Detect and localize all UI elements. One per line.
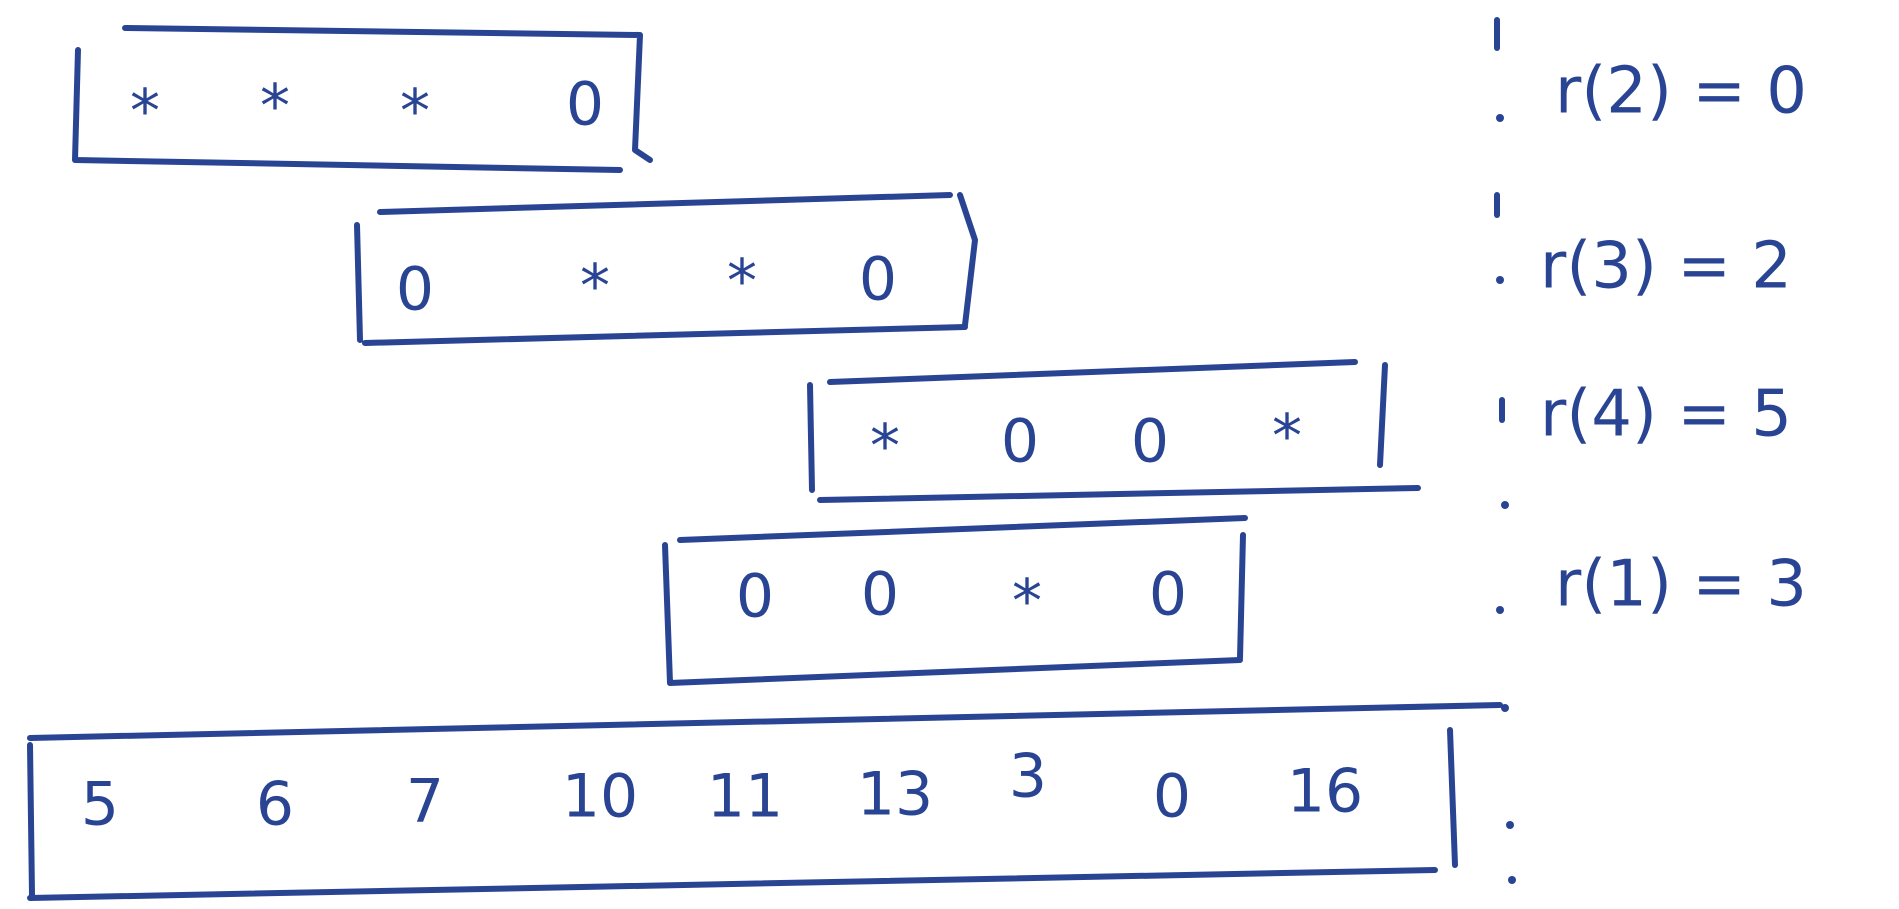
row-2-cell-1: 0 bbox=[396, 255, 434, 325]
row-2-cell-2: * bbox=[580, 252, 610, 322]
bottom-array-cell-1: 5 bbox=[81, 770, 119, 840]
row-4-label: r(1) = 3 bbox=[1555, 548, 1807, 622]
bottom-array-cell-8: 0 bbox=[1153, 762, 1191, 832]
bottom-array-cell-2: 6 bbox=[256, 770, 294, 840]
row-3-cell-1: * bbox=[870, 412, 900, 482]
row-4-cell-2: 0 bbox=[861, 560, 899, 630]
row-4-cell-4: 0 bbox=[1149, 560, 1187, 630]
separator-dot-2 bbox=[1496, 276, 1504, 284]
row-3: * 0 0 * r(4) = 5 bbox=[807, 359, 1792, 503]
bottom-array-cell-5: 11 bbox=[707, 762, 783, 832]
row-3-cell-3: 0 bbox=[1131, 407, 1169, 477]
row-3-cell-2: 0 bbox=[1001, 407, 1039, 477]
row-2-cell-3: * bbox=[727, 247, 757, 317]
separator-dot-5 bbox=[1501, 704, 1509, 712]
bottom-array-cell-4: 10 bbox=[562, 762, 638, 832]
bottom-array-box bbox=[27, 702, 1503, 901]
row-1-cell-3: * bbox=[400, 77, 430, 147]
row-1-cell-2: * bbox=[260, 72, 290, 142]
separator-dot-3 bbox=[1501, 501, 1509, 509]
separator-dot-7 bbox=[1508, 876, 1516, 884]
row-2-cell-4: 0 bbox=[859, 245, 897, 315]
bottom-array-cell-7: 3 bbox=[1009, 742, 1047, 812]
row-3-label: r(4) = 5 bbox=[1540, 378, 1792, 452]
row-2-box bbox=[354, 192, 978, 346]
row-4-cell-3: * bbox=[1012, 567, 1042, 637]
row-3-cell-4: * bbox=[1272, 402, 1302, 472]
row-1-cell-4: 0 bbox=[566, 70, 604, 140]
bottom-array-cell-3: 7 bbox=[406, 767, 444, 837]
row-1: * * * 0 r(2) = 0 bbox=[72, 25, 1807, 173]
row-4-cell-1: 0 bbox=[736, 562, 774, 632]
bottom-array: 5 6 7 10 11 13 3 0 16 bbox=[27, 702, 1503, 901]
row-1-label: r(2) = 0 bbox=[1555, 55, 1807, 129]
bottom-array-cell-6: 13 bbox=[857, 760, 933, 830]
separator-dot-4 bbox=[1496, 606, 1504, 614]
row-1-cell-1: * bbox=[130, 77, 160, 147]
separator-dot-6 bbox=[1506, 821, 1514, 829]
row-1-box bbox=[72, 25, 653, 173]
row-4: 0 0 * 0 r(1) = 3 bbox=[662, 515, 1807, 686]
row-2: 0 * * 0 r(3) = 2 bbox=[354, 192, 1792, 346]
separator-line bbox=[1494, 17, 1516, 884]
row-3-box bbox=[807, 359, 1421, 503]
row-2-label: r(3) = 2 bbox=[1540, 230, 1792, 304]
row-4-box bbox=[662, 515, 1248, 686]
separator-dot-1 bbox=[1496, 114, 1504, 122]
bottom-array-cell-9: 16 bbox=[1287, 757, 1363, 827]
